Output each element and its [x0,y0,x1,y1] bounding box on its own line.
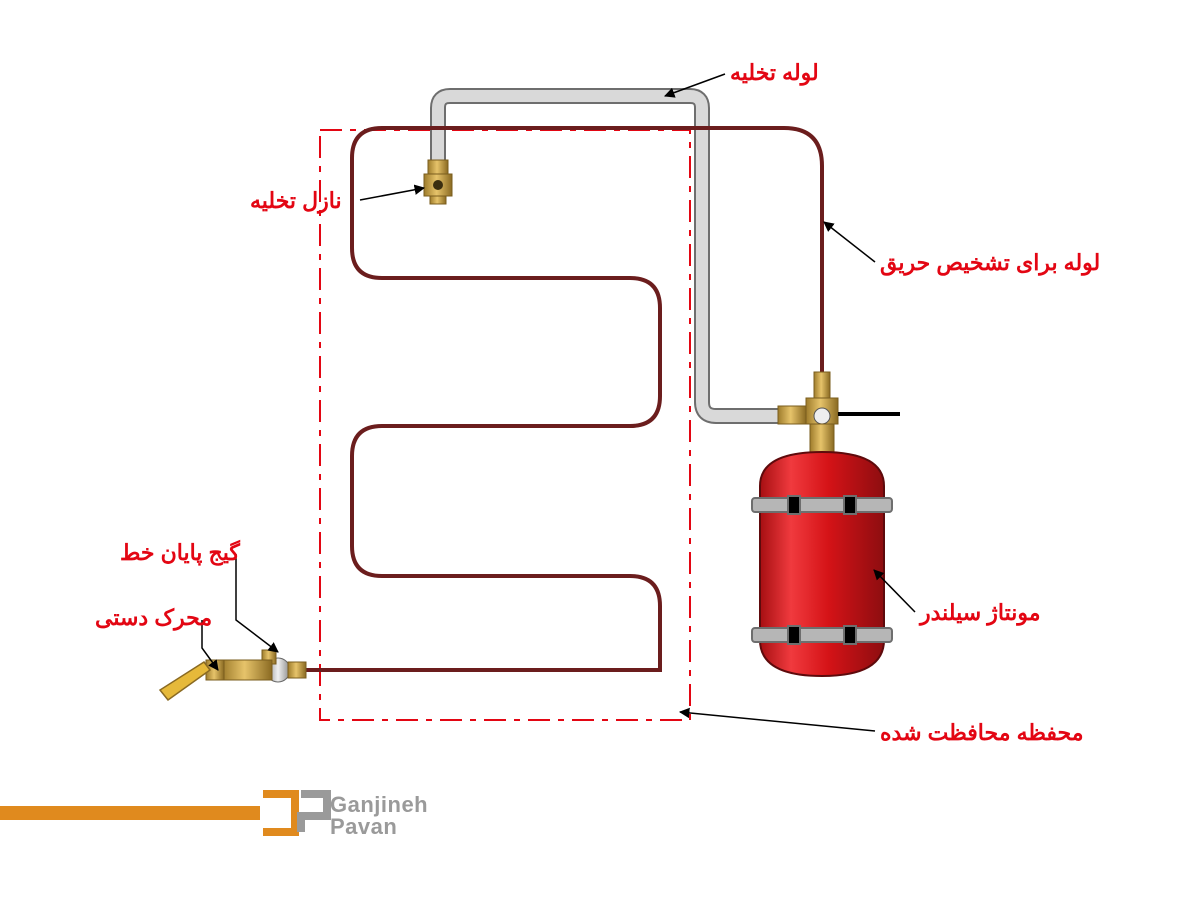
discharge-nozzle [424,160,452,204]
label-protected-encl: محفظه محافظت شده [880,720,1084,746]
diagram-svg [0,0,1200,900]
label-discharge-nozzle: نازل تخلیه [250,188,342,214]
detection-tube [306,128,822,670]
end-of-line-assembly [160,650,306,700]
label-end-gauge: گیج پایان خط [120,540,240,566]
label-cylinder-assy: مونتاژ سیلندر [920,600,1041,626]
label-detection-tube: لوله برای تشخیص حریق [880,250,1100,276]
logo-text: Ganjineh Pavan [330,792,428,840]
discharge-pipe [438,96,780,416]
label-manual-actuator: محرک دستی [95,605,212,631]
logo-bar: Ganjineh Pavan [0,786,540,840]
logo-orange-strip [0,806,260,820]
label-discharge-pipe: لوله تخلیه [730,60,819,86]
